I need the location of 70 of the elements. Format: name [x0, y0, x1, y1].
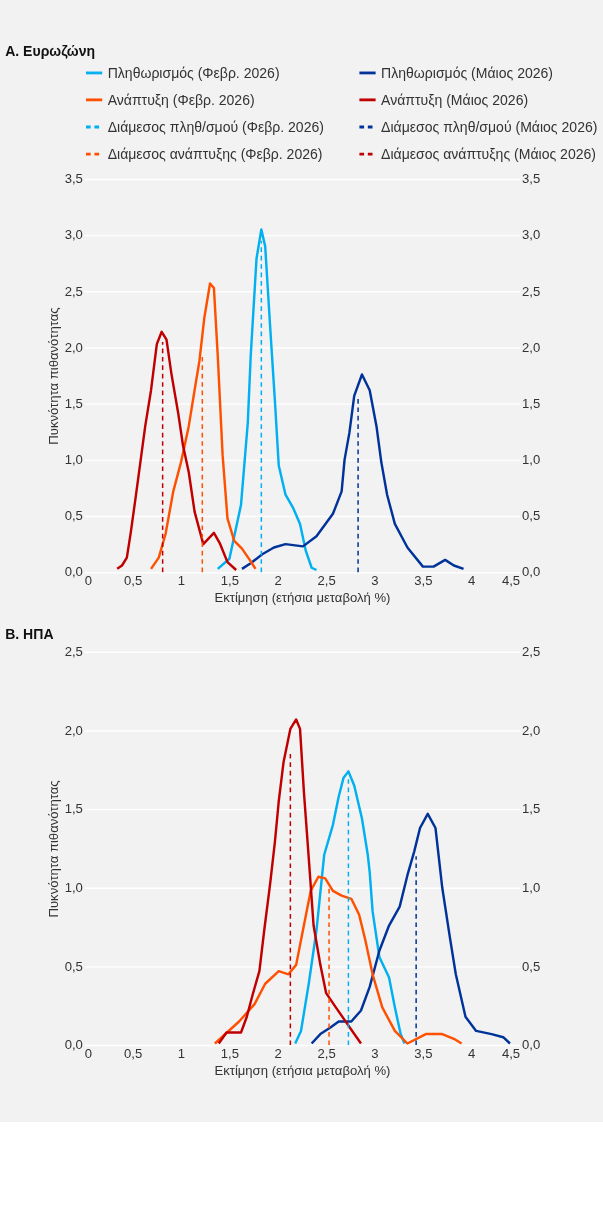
- x-tick-label: 0,5: [124, 1045, 143, 1061]
- legend-label: Διάμεσος ανάπτυξης (Φεβρ. 2026): [107, 145, 323, 162]
- legend-label: Ανάπτυξη (Μάιος 2026): [381, 91, 529, 108]
- x-tick-label: 0,5: [124, 572, 143, 588]
- y2-tick-label: 1,0: [522, 452, 541, 468]
- y2-tick-label: 2,0: [522, 722, 541, 738]
- x-tick-label: 1: [177, 572, 186, 588]
- y2-tick-label: 3,0: [522, 227, 541, 243]
- y-tick-label: 0,0: [64, 1037, 83, 1053]
- line-series: [213, 875, 463, 1045]
- chart-title: Α. Ευρωζώνη: [5, 43, 96, 60]
- y-tick-label: 3,5: [64, 171, 83, 187]
- y-tick-label: 2,0: [64, 339, 83, 355]
- legend-label: Πληθωρισμός (Μάιος 2026): [381, 64, 554, 81]
- x-tick-label: 1,5: [220, 1045, 239, 1061]
- x-tick-label: 4: [468, 1045, 476, 1061]
- line-series: [216, 228, 318, 572]
- x-tick-label: 3: [371, 572, 379, 588]
- line-series: [149, 282, 257, 571]
- y2-tick-label: 1,5: [522, 801, 541, 817]
- x-tick-label: 4,5: [501, 1045, 521, 1061]
- y-tick-label: 3,0: [64, 227, 83, 243]
- y2-tick-label: 0,0: [522, 1037, 541, 1053]
- x-tick-label: 1,5: [220, 572, 239, 588]
- y2-tick-label: 2,0: [522, 339, 541, 355]
- x-tick-label: 2: [274, 1045, 282, 1061]
- legend-label: Διάμεσος πληθ/σμού (Μάιος 2026): [381, 118, 598, 135]
- x-tick-label: 3: [371, 1045, 379, 1061]
- x-tick-label: 3,5: [414, 572, 433, 588]
- x-axis-title: Εκτίμηση (ετήσια μεταβολή %): [214, 1062, 391, 1078]
- legend-label: Πληθωρισμός (Φεβρ. 2026): [107, 64, 280, 81]
- y-axis-title: Πυκνότητα πιθανότητας: [46, 780, 62, 918]
- y-tick-label: 2,0: [64, 722, 83, 738]
- y2-tick-label: 2,5: [522, 644, 541, 660]
- y-tick-label: 0,5: [64, 958, 83, 974]
- x-tick-label: 2: [274, 572, 282, 588]
- y-tick-label: 1,0: [64, 879, 83, 895]
- legend-label: Διάμεσος ανάπτυξης (Μάιος 2026): [381, 145, 596, 162]
- legend-label: Διάμεσος πληθ/σμού (Φεβρ. 2026): [107, 118, 324, 135]
- line-series: [217, 718, 363, 1045]
- y-axis-title: Πυκνότητα πιθανότητας: [46, 307, 62, 445]
- y-tick-label: 0,5: [64, 508, 83, 524]
- x-tick-label: 4: [468, 572, 476, 588]
- line-series: [115, 330, 238, 572]
- x-tick-label: 0: [84, 572, 93, 588]
- y-tick-label: 2,5: [64, 644, 83, 660]
- y2-tick-label: 3,5: [522, 171, 541, 187]
- y2-tick-label: 2,5: [522, 283, 541, 299]
- x-tick-label: 3,5: [414, 1045, 433, 1061]
- chart-title: Β. ΗΠΑ: [5, 625, 54, 642]
- x-tick-label: 2,5: [317, 572, 336, 588]
- y2-tick-label: 0,5: [522, 508, 541, 524]
- x-tick-label: 0: [84, 1045, 93, 1061]
- x-tick-label: 1: [177, 1045, 186, 1061]
- line-series: [310, 812, 512, 1045]
- x-tick-label: 4,5: [501, 572, 521, 588]
- y2-tick-label: 1,5: [522, 395, 541, 411]
- y-tick-label: 2,5: [64, 283, 83, 299]
- y2-tick-label: 0,0: [522, 564, 541, 580]
- x-tick-label: 2,5: [317, 1045, 336, 1061]
- legend-label: Ανάπτυξη (Φεβρ. 2026): [107, 91, 255, 108]
- y-tick-label: 0,0: [64, 564, 83, 580]
- x-axis-title: Εκτίμηση (ετήσια μεταβολή %): [214, 589, 391, 605]
- y-tick-label: 1,0: [64, 452, 83, 468]
- y-tick-label: 1,5: [64, 801, 83, 817]
- line-series: [240, 373, 465, 571]
- y2-tick-label: 0,5: [522, 958, 541, 974]
- y-tick-label: 1,5: [64, 395, 83, 411]
- y2-tick-label: 1,0: [522, 879, 541, 895]
- line-series: [293, 770, 406, 1045]
